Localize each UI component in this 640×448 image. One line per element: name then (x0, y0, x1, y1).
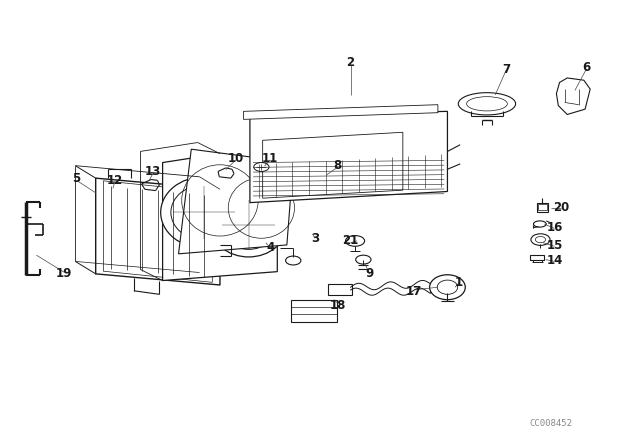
Text: CC008452: CC008452 (529, 419, 572, 428)
Bar (291, 300, 337, 322)
Ellipse shape (253, 163, 269, 172)
Text: 3: 3 (311, 232, 319, 245)
Text: 4: 4 (266, 241, 275, 254)
Text: 9: 9 (365, 267, 374, 280)
Polygon shape (96, 178, 220, 285)
Bar (328, 284, 353, 295)
Text: 5: 5 (72, 172, 81, 185)
Ellipse shape (356, 255, 371, 264)
Text: 14: 14 (547, 254, 563, 267)
Text: 17: 17 (406, 285, 422, 298)
Text: 10: 10 (228, 151, 244, 164)
Text: 19: 19 (56, 267, 72, 280)
Ellipse shape (531, 234, 550, 246)
Text: 1: 1 (455, 276, 463, 289)
Text: 20: 20 (553, 201, 569, 214)
Polygon shape (163, 154, 277, 280)
Text: 8: 8 (333, 159, 342, 172)
Text: 16: 16 (547, 221, 563, 234)
Polygon shape (250, 112, 447, 202)
Ellipse shape (458, 93, 516, 115)
Text: 11: 11 (262, 151, 278, 164)
Text: 18: 18 (330, 298, 346, 311)
Ellipse shape (346, 236, 365, 246)
Ellipse shape (161, 177, 247, 248)
Text: 13: 13 (145, 165, 161, 178)
Text: 7: 7 (502, 63, 510, 76)
Text: 21: 21 (342, 234, 358, 247)
Text: 12: 12 (107, 174, 123, 187)
Polygon shape (556, 78, 590, 115)
Ellipse shape (211, 193, 287, 257)
Polygon shape (244, 105, 438, 119)
Bar (430, 284, 443, 292)
Text: 2: 2 (346, 56, 355, 69)
Polygon shape (179, 149, 293, 254)
Bar (538, 204, 547, 210)
Bar (537, 202, 548, 211)
Text: 6: 6 (582, 61, 591, 74)
Text: 15: 15 (547, 239, 563, 252)
Bar (531, 255, 544, 260)
Ellipse shape (429, 275, 465, 300)
